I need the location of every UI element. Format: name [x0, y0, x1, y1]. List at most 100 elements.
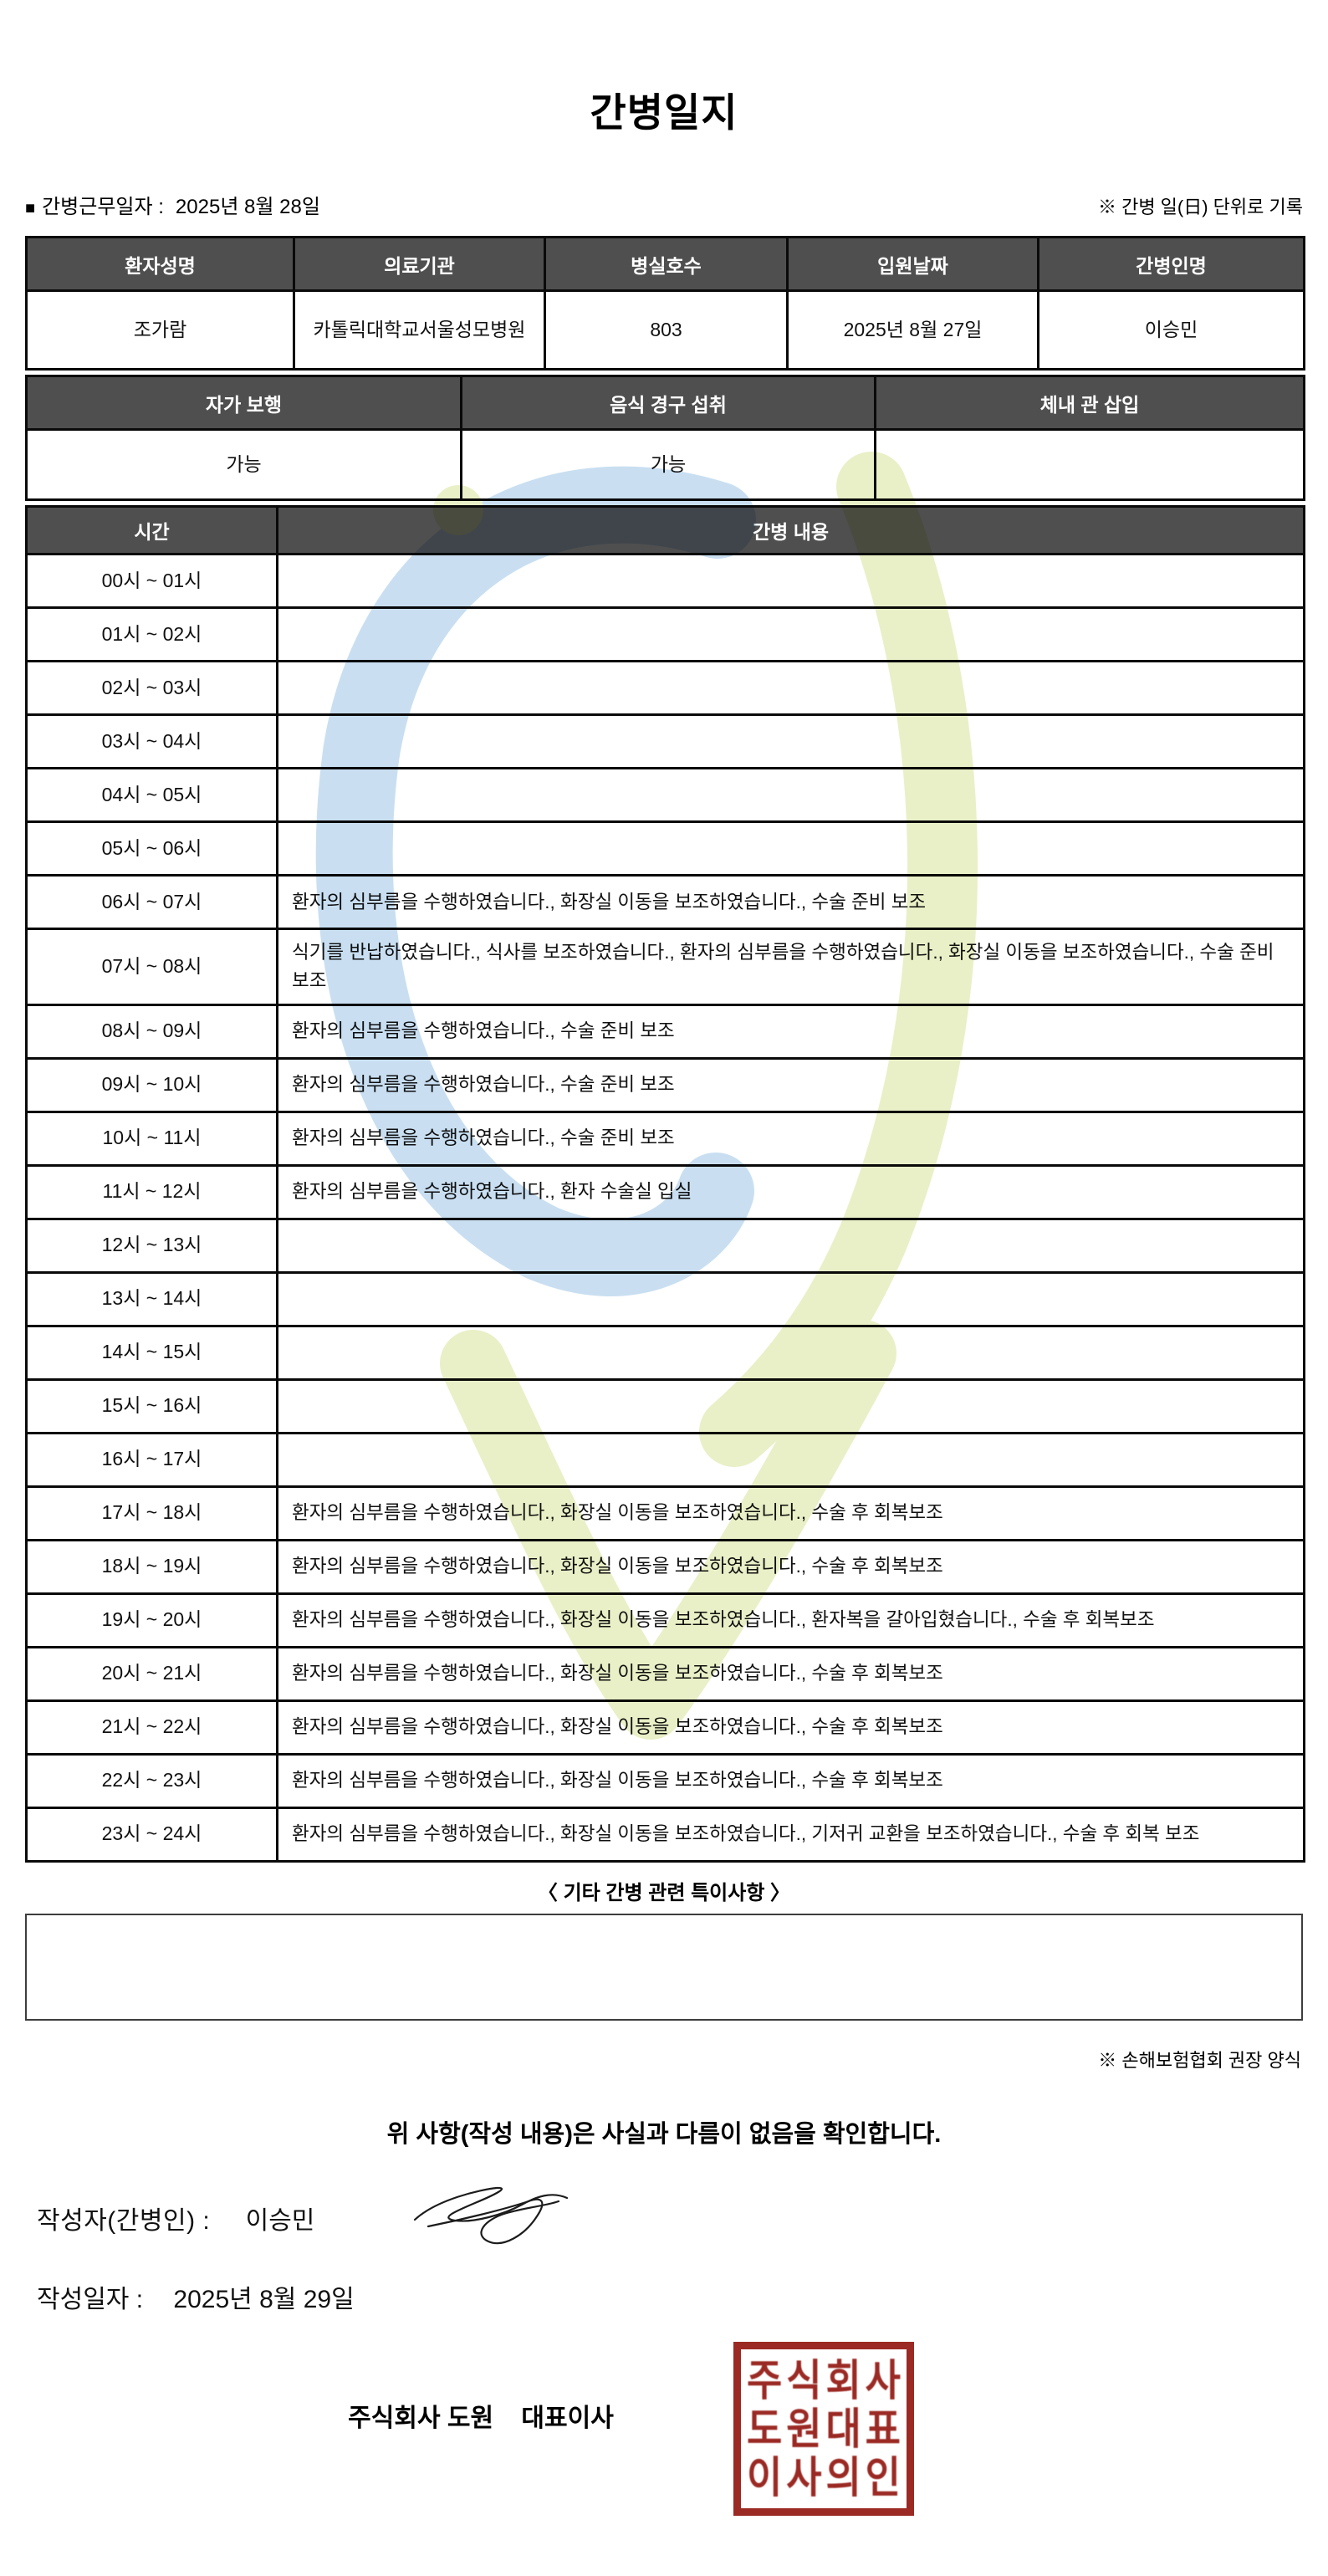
log-row: 12시 ~ 13시 — [25, 1217, 1305, 1274]
work-date-line: ■ 간병근무일자 : 2025년 8월 28일 — [25, 190, 320, 219]
log-content: 식기를 반납하였습니다., 식사를 보조하였습니다., 환자의 심부름을 수행하… — [276, 928, 1305, 1006]
log-row: 11시 ~ 12시 환자의 심부름을 수행하였습니다., 환자 수술실 입실 — [25, 1163, 1305, 1220]
log-time: 22시 ~ 23시 — [25, 1752, 278, 1809]
log-time: 03시 ~ 04시 — [25, 713, 278, 769]
log-row: 21시 ~ 22시 환자의 심부름을 수행하였습니다., 화장실 이동을 보조하였… — [25, 1699, 1305, 1756]
room-number: 803 — [544, 289, 789, 371]
log-row: 03시 ~ 04시 — [25, 713, 1305, 769]
work-date-value: 2025년 8월 28일 — [175, 196, 320, 218]
log-time: 15시 ~ 16시 — [25, 1377, 278, 1434]
writer-name: 이승민 — [245, 2206, 315, 2235]
notes-box — [25, 1913, 1303, 2021]
log-content: 환자의 심부름을 수행하였습니다., 화장실 이동을 보조하였습니다., 수술 … — [276, 1538, 1305, 1595]
log-time: 12시 ~ 13시 — [25, 1217, 278, 1274]
header-patient-name: 환자성명 — [25, 236, 295, 292]
writer-line: 작성자(간병인) : 이승민 — [37, 2186, 1328, 2277]
written-date-value: 2025년 8월 29일 — [173, 2285, 355, 2313]
log-content — [276, 1431, 1305, 1488]
log-time: 07시 ~ 08시 — [25, 928, 278, 1006]
header-time: 시간 — [25, 505, 278, 555]
log-content: 환자의 심부름을 수행하였습니다., 화장실 이동을 보조하였습니다., 환자복… — [276, 1592, 1305, 1648]
meta-row: ■ 간병근무일자 : 2025년 8월 28일 ※ 간병 일(日) 단위로 기록 — [25, 190, 1303, 219]
log-row: 04시 ~ 05시 — [25, 767, 1305, 823]
log-row: 16시 ~ 17시 — [25, 1431, 1305, 1488]
log-time: 06시 ~ 07시 — [25, 874, 278, 930]
log-row: 18시 ~ 19시 환자의 심부름을 수행하였습니다., 화장실 이동을 보조하였… — [25, 1538, 1305, 1595]
company-name-line: 주식회사 도원 대표이사 — [348, 2404, 614, 2432]
header-room-number: 병실호수 — [544, 236, 789, 292]
log-row: 06시 ~ 07시 환자의 심부름을 수행하였습니다., 화장실 이동을 보조하였… — [25, 874, 1305, 930]
log-row: 10시 ~ 11시 환자의 심부름을 수행하였습니다., 수술 준비 보조 — [25, 1110, 1305, 1167]
log-row: 13시 ~ 14시 — [25, 1270, 1305, 1327]
log-time: 20시 ~ 21시 — [25, 1645, 278, 1702]
patient-table-value-row: 조가람 카톨릭대학교서울성모병원 803 2025년 8월 27일 이승민 — [25, 289, 1305, 371]
log-row: 14시 ~ 15시 — [25, 1324, 1305, 1381]
log-row: 05시 ~ 06시 — [25, 820, 1305, 877]
log-content — [276, 1270, 1305, 1327]
date-line: 작성일자 : 2025년 8월 29일 — [37, 2278, 1328, 2315]
header-admission-date: 입원날짜 — [786, 236, 1039, 292]
log-content: 환자의 심부름을 수행하였습니다., 화장실 이동을 보조하였습니다., 수술 … — [276, 1699, 1305, 1756]
log-content — [276, 713, 1305, 769]
admission-date: 2025년 8월 27일 — [786, 289, 1039, 371]
log-row: 07시 ~ 08시 식기를 반납하였습니다., 식사를 보조하였습니다., 환자의… — [25, 928, 1305, 1006]
log-content: 환자의 심부름을 수행하였습니다., 환자 수술실 입실 — [276, 1163, 1305, 1220]
header-tube-insertion: 체내 관 삽입 — [874, 375, 1305, 431]
log-time: 08시 ~ 09시 — [25, 1003, 278, 1060]
self-walking-value: 가능 — [25, 428, 462, 501]
notes-heading: 〈 기타 간병 관련 특이사항 〉 — [537, 1881, 791, 1904]
log-time: 11시 ~ 12시 — [25, 1163, 278, 1220]
header-medical-institution: 의료기관 — [293, 236, 546, 292]
form-note: ※ 손해보험협회 권장 양식 — [1098, 2049, 1301, 2071]
log-row: 01시 ~ 02시 — [25, 606, 1305, 662]
log-row: 17시 ~ 18시 환자의 심부름을 수행하였습니다., 화장실 이동을 보조하였… — [25, 1485, 1305, 1541]
log-content — [276, 1377, 1305, 1434]
log-time: 02시 ~ 03시 — [25, 660, 278, 716]
log-content — [276, 553, 1305, 609]
log-content — [276, 1217, 1305, 1274]
patient-info-table: 환자성명 의료기관 병실호수 입원날짜 간병인명 조가람 카톨릭대학교서울성모병… — [25, 236, 1305, 371]
log-row: 23시 ~ 24시 환자의 심부름을 수행하였습니다., 화장실 이동을 보조하였… — [25, 1806, 1305, 1863]
patient-table-header-row: 환자성명 의료기관 병실호수 입원날짜 간병인명 — [25, 236, 1305, 292]
log-content: 환자의 심부름을 수행하였습니다., 화장실 이동을 보조하였습니다., 기저귀… — [276, 1806, 1305, 1863]
page-title: 간병일지 — [590, 90, 738, 135]
log-time: 17시 ~ 18시 — [25, 1485, 278, 1541]
log-time: 14시 ~ 15시 — [25, 1324, 278, 1381]
log-content — [276, 1324, 1305, 1381]
log-content — [276, 606, 1305, 662]
square-bullet-icon: ■ — [25, 199, 36, 217]
tube-insertion-value — [874, 428, 1305, 501]
handwritten-signature — [413, 2186, 569, 2244]
log-row: 02시 ~ 03시 — [25, 660, 1305, 716]
log-content: 환자의 심부름을 수행하였습니다., 화장실 이동을 보조하였습니다., 수술 … — [276, 1645, 1305, 1702]
log-table-header-row: 시간 간병 내용 — [25, 505, 1305, 555]
status-table-value-row: 가능 가능 — [25, 428, 1305, 501]
log-time: 00시 ~ 01시 — [25, 553, 278, 609]
status-table-header-row: 자가 보행 음식 경구 섭취 체내 관 삽입 — [25, 375, 1305, 431]
log-row: 08시 ~ 09시 환자의 심부름을 수행하였습니다., 수술 준비 보조 — [25, 1003, 1305, 1060]
log-time: 23시 ~ 24시 — [25, 1806, 278, 1863]
log-content: 환자의 심부름을 수행하였습니다., 수술 준비 보조 — [276, 1110, 1305, 1167]
caregiver-name: 이승민 — [1037, 289, 1305, 371]
log-content — [276, 820, 1305, 877]
header-oral-intake: 음식 경구 섭취 — [460, 375, 876, 431]
written-date-label: 작성일자 : — [37, 2285, 144, 2313]
log-time: 18시 ~ 19시 — [25, 1538, 278, 1595]
log-time: 19시 ~ 20시 — [25, 1592, 278, 1648]
log-content — [276, 660, 1305, 716]
log-row: 19시 ~ 20시 환자의 심부름을 수행하였습니다., 화장실 이동을 보조하였… — [25, 1592, 1305, 1648]
medical-institution: 카톨릭대학교서울성모병원 — [293, 289, 546, 371]
log-time: 04시 ~ 05시 — [25, 767, 278, 823]
status-table: 자가 보행 음식 경구 섭취 체내 관 삽입 가능 가능 — [25, 375, 1305, 501]
log-time: 01시 ~ 02시 — [25, 606, 278, 662]
log-time: 10시 ~ 11시 — [25, 1110, 278, 1167]
log-time: 09시 ~ 10시 — [25, 1056, 278, 1113]
log-content: 환자의 심부름을 수행하였습니다., 수술 준비 보조 — [276, 1056, 1305, 1113]
confirmation-statement: 위 사항(작성 내용)은 사실과 다름이 없음을 확인합니다. — [386, 2120, 942, 2148]
log-content: 환자의 심부름을 수행하였습니다., 화장실 이동을 보조하였습니다., 수술 … — [276, 1752, 1305, 1809]
log-row: 09시 ~ 10시 환자의 심부름을 수행하였습니다., 수술 준비 보조 — [25, 1056, 1305, 1113]
log-row: 00시 ~ 01시 — [25, 553, 1305, 609]
